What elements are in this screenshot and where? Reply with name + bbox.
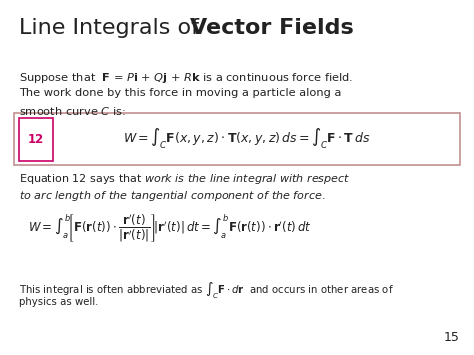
Bar xyxy=(19,118,53,161)
Text: physics as well.: physics as well. xyxy=(19,297,98,307)
Text: smooth curve $C$ is:: smooth curve $C$ is: xyxy=(19,105,126,117)
Text: $\mathit{to\ arc\ length\ of}$ $\mathbf{\mathit{the\ tangential\ component}}$ $\: $\mathit{to\ arc\ length\ of}$ $\mathbf{… xyxy=(19,189,326,203)
Text: The work done by this force in moving a particle along a: The work done by this force in moving a … xyxy=(19,88,341,98)
Text: Equation 12 says that $\mathit{work\ is\ the\ line\ integral\ with\ respect}$: Equation 12 says that $\mathit{work\ is\… xyxy=(19,172,350,186)
Text: 15: 15 xyxy=(444,331,460,344)
Bar xyxy=(14,113,460,165)
Text: $W = \int_C \mathbf{F}(x, y, z) \cdot \mathbf{T}(x, y, z)\, ds = \int_C \mathbf{: $W = \int_C \mathbf{F}(x, y, z) \cdot \m… xyxy=(123,126,370,151)
Text: 12: 12 xyxy=(28,133,44,146)
Text: This integral is often abbreviated as $\int_C \mathbf{F} \cdot d\mathbf{r}$  and: This integral is often abbreviated as $\… xyxy=(19,280,394,301)
Text: Suppose that  $\mathbf{F}$ = $P\mathbf{i}$ + $Q\mathbf{j}$ + $R\mathbf{k}$ is a : Suppose that $\mathbf{F}$ = $P\mathbf{i}… xyxy=(19,71,353,85)
Text: Line Integrals of: Line Integrals of xyxy=(19,18,206,38)
Text: Vector Fields: Vector Fields xyxy=(190,18,353,38)
Text: $W = \int_a^b \!\left[\mathbf{F}(\mathbf{r}(t)) \cdot \dfrac{\mathbf{r}'(t)}{|\m: $W = \int_a^b \!\left[\mathbf{F}(\mathbf… xyxy=(28,213,312,245)
